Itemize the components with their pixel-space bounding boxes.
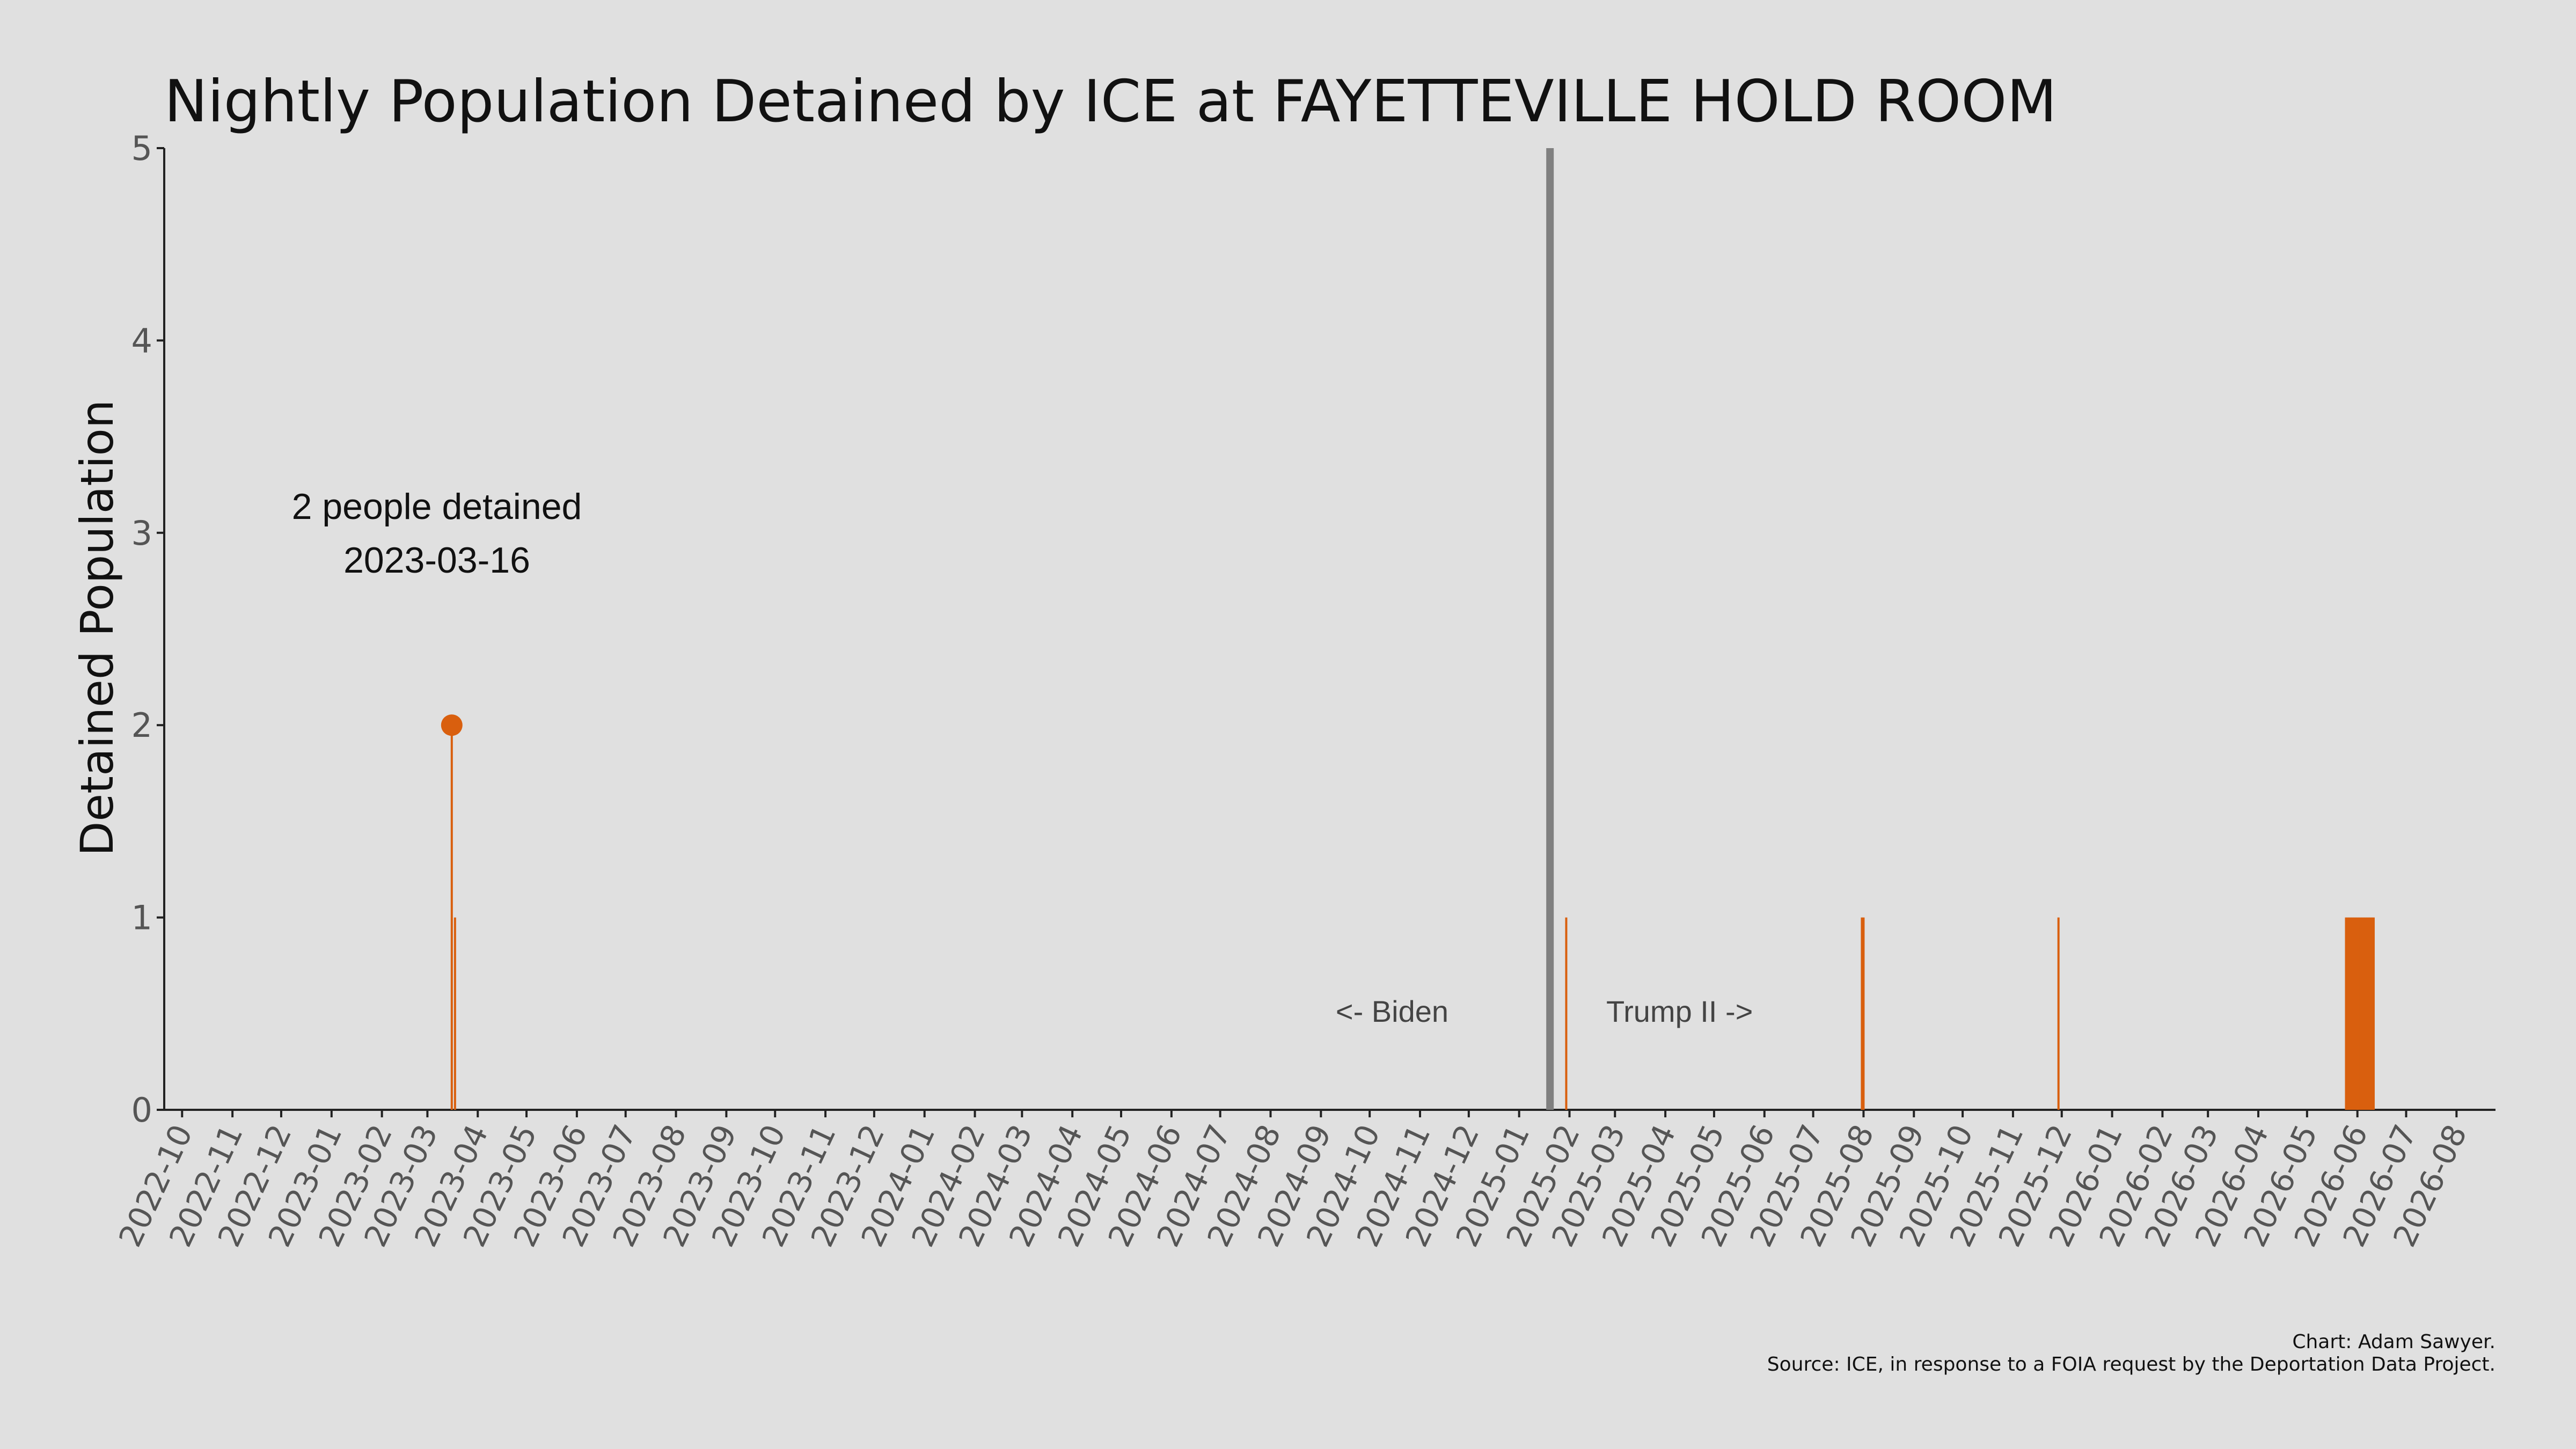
bar bbox=[1565, 917, 1568, 1110]
peak-annotation-line2: 2023-03-16 bbox=[343, 540, 530, 581]
y-tick-label: 4 bbox=[131, 321, 152, 360]
y-ticks: 0 1 2 3 4 5 bbox=[131, 129, 164, 1130]
y-tick-label: 0 bbox=[131, 1091, 152, 1130]
bar bbox=[2351, 917, 2354, 1110]
biden-era-label: <- Biden bbox=[1336, 994, 1448, 1028]
axes bbox=[163, 148, 2496, 1111]
marks bbox=[441, 148, 1554, 1110]
bar bbox=[2362, 917, 2365, 1110]
bar bbox=[2369, 917, 2372, 1110]
bar bbox=[2359, 917, 2362, 1110]
bar bbox=[453, 917, 456, 1110]
bar bbox=[1861, 917, 1863, 1110]
bar bbox=[2372, 917, 2375, 1110]
bars bbox=[450, 725, 2375, 1110]
bar bbox=[2057, 917, 2060, 1110]
bar bbox=[2348, 917, 2351, 1110]
y-tick-label: 2 bbox=[131, 706, 152, 745]
bar bbox=[2346, 917, 2349, 1110]
bar bbox=[1862, 917, 1865, 1110]
credit-author: Chart: Adam Sawyer. bbox=[2292, 1331, 2496, 1353]
x-ticks: 2022-102022-112022-122023-012023-022023-… bbox=[112, 1110, 2474, 1253]
trump-era-label: Trump II -> bbox=[1606, 994, 1753, 1028]
bar bbox=[2353, 917, 2355, 1110]
bar bbox=[450, 725, 453, 1110]
bar bbox=[2350, 917, 2352, 1110]
chart-title: Nightly Population Detained by ICE at FA… bbox=[164, 68, 2057, 135]
bar bbox=[2356, 917, 2359, 1110]
bar bbox=[2364, 917, 2367, 1110]
bar bbox=[2358, 917, 2360, 1110]
bar bbox=[2366, 917, 2368, 1110]
y-axis-label: Detained Population bbox=[71, 400, 123, 856]
bar bbox=[2354, 917, 2357, 1110]
bar bbox=[2361, 917, 2363, 1110]
y-tick-label: 3 bbox=[131, 514, 152, 553]
y-tick-label: 5 bbox=[131, 129, 152, 168]
peak-annotation-line1: 2 people detained bbox=[292, 486, 582, 527]
bar bbox=[2367, 917, 2370, 1110]
y-tick-label: 1 bbox=[131, 898, 152, 938]
bar bbox=[2370, 917, 2373, 1110]
bar bbox=[2345, 917, 2347, 1110]
credit-source: Source: ICE, in response to a FOIA reque… bbox=[1767, 1353, 2496, 1375]
peak-point bbox=[441, 714, 463, 736]
